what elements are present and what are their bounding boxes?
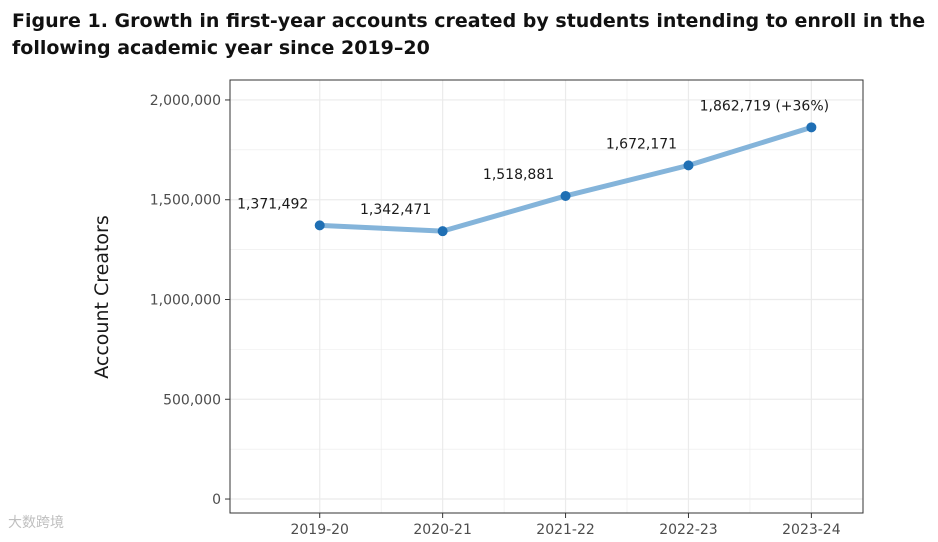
y-tick-label: 2,000,000 [150, 93, 221, 109]
data-label: 1,342,471 [360, 202, 431, 218]
data-point [560, 190, 571, 201]
y-axis-title: Account Creators [91, 215, 113, 379]
data-label: 1,672,171 [606, 136, 677, 152]
x-axis: 2019-20 2020-21 2021-22 2022-23 2023-24 [290, 513, 841, 538]
data-point [437, 226, 448, 237]
x-tick-label: 2021-22 [536, 522, 595, 538]
data-label: 1,371,492 [237, 196, 308, 212]
y-axis: 0 500,000 1,000,000 1,500,000 2,000,000 [150, 93, 230, 508]
data-points [314, 122, 817, 237]
data-point [806, 122, 817, 133]
data-label: 1,862,719 (+36%) [700, 98, 829, 114]
chart-title: Figure 1. Growth in first-year accounts … [12, 10, 926, 59]
x-tick-label: 2020-21 [413, 522, 472, 538]
y-tick-label: 1,000,000 [150, 292, 221, 308]
data-point [314, 220, 325, 231]
x-tick-label: 2019-20 [290, 522, 349, 538]
y-tick-label: 1,500,000 [150, 193, 221, 209]
minor-gridlines [230, 80, 863, 513]
data-label: 1,518,881 [483, 167, 554, 183]
x-tick-label: 2022-23 [659, 522, 718, 538]
plot-panel [230, 80, 863, 513]
y-tick-label: 500,000 [163, 392, 221, 408]
data-point [683, 160, 694, 171]
y-tick-label: 0 [212, 492, 221, 508]
x-tick-label: 2023-24 [782, 522, 841, 538]
watermark-text: 大数跨境 [8, 515, 64, 531]
data-labels: 1,371,492 1,342,471 1,518,881 1,672,171 1,86… [237, 98, 829, 218]
plot-border [229, 79, 864, 514]
major-gridlines [230, 80, 863, 513]
